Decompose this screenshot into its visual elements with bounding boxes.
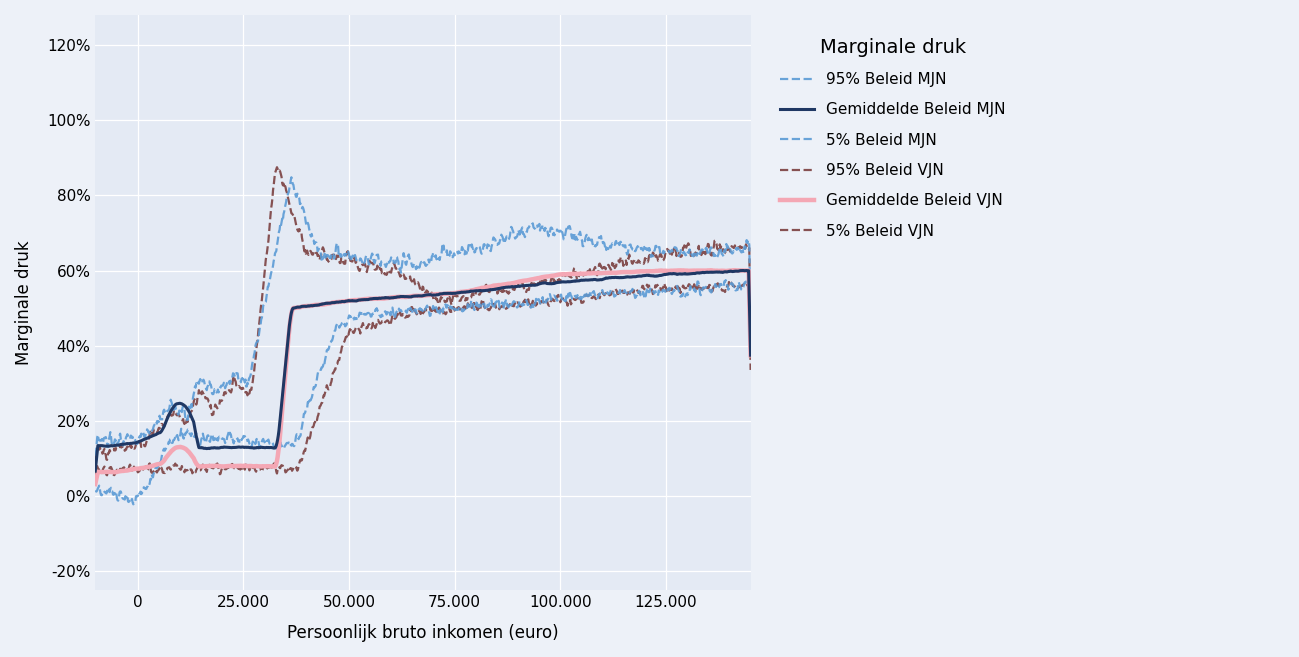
Gemiddelde Beleid MJN bbox=[735, 267, 751, 275]
5% Beleid MJN bbox=[377, 309, 392, 317]
5% Beleid MJN bbox=[538, 296, 553, 304]
95% Beleid VJN bbox=[269, 163, 284, 171]
Gemiddelde Beleid VJN bbox=[352, 296, 368, 304]
Gemiddelde Beleid MJN bbox=[377, 294, 392, 302]
5% Beleid VJN bbox=[611, 290, 626, 298]
5% Beleid VJN bbox=[599, 290, 614, 298]
5% Beleid MJN bbox=[599, 288, 614, 296]
Gemiddelde Beleid MJN bbox=[599, 274, 614, 282]
5% Beleid MJN bbox=[155, 448, 170, 456]
5% Beleid VJN bbox=[538, 296, 553, 304]
95% Beleid VJN bbox=[353, 261, 369, 269]
Gemiddelde Beleid VJN bbox=[155, 459, 170, 466]
5% Beleid MJN bbox=[126, 501, 142, 509]
Gemiddelde Beleid MJN bbox=[743, 351, 759, 359]
Line: 95% Beleid VJN: 95% Beleid VJN bbox=[95, 167, 751, 470]
95% Beleid VJN bbox=[611, 256, 626, 264]
Gemiddelde Beleid VJN bbox=[743, 351, 759, 359]
5% Beleid MJN bbox=[87, 488, 103, 496]
5% Beleid VJN bbox=[155, 466, 170, 474]
Gemiddelde Beleid VJN bbox=[599, 269, 614, 277]
95% Beleid MJN bbox=[155, 415, 170, 423]
Y-axis label: Marginale druk: Marginale druk bbox=[16, 240, 32, 365]
Gemiddelde Beleid MJN bbox=[352, 296, 368, 304]
5% Beleid MJN bbox=[611, 288, 626, 296]
5% Beleid MJN bbox=[743, 352, 759, 360]
Gemiddelde Beleid VJN bbox=[726, 266, 742, 274]
95% Beleid MJN bbox=[599, 244, 614, 252]
5% Beleid VJN bbox=[722, 277, 738, 285]
Gemiddelde Beleid MJN bbox=[611, 274, 626, 282]
95% Beleid MJN bbox=[283, 173, 299, 181]
5% Beleid MJN bbox=[718, 276, 734, 284]
5% Beleid VJN bbox=[743, 366, 759, 374]
Legend: 95% Beleid MJN, Gemiddelde Beleid MJN, 5% Beleid MJN, 95% Beleid VJN, Gemiddelde: 95% Beleid MJN, Gemiddelde Beleid MJN, 5… bbox=[765, 22, 1021, 254]
Gemiddelde Beleid VJN bbox=[87, 480, 103, 488]
Gemiddelde Beleid VJN bbox=[611, 269, 626, 277]
Line: Gemiddelde Beleid VJN: Gemiddelde Beleid VJN bbox=[95, 270, 751, 484]
95% Beleid VJN bbox=[743, 344, 759, 352]
95% Beleid MJN bbox=[743, 325, 759, 333]
95% Beleid MJN bbox=[538, 225, 553, 233]
Gemiddelde Beleid VJN bbox=[538, 273, 553, 281]
Line: Gemiddelde Beleid MJN: Gemiddelde Beleid MJN bbox=[95, 271, 751, 471]
95% Beleid MJN bbox=[87, 464, 103, 472]
Gemiddelde Beleid MJN bbox=[155, 426, 170, 434]
5% Beleid MJN bbox=[353, 310, 369, 318]
Line: 95% Beleid MJN: 95% Beleid MJN bbox=[95, 177, 751, 468]
Gemiddelde Beleid VJN bbox=[377, 294, 392, 302]
95% Beleid VJN bbox=[377, 269, 392, 277]
95% Beleid MJN bbox=[377, 260, 392, 268]
Line: 5% Beleid VJN: 5% Beleid VJN bbox=[95, 281, 751, 479]
Line: 5% Beleid MJN: 5% Beleid MJN bbox=[95, 280, 751, 505]
95% Beleid VJN bbox=[538, 276, 553, 284]
5% Beleid VJN bbox=[377, 318, 392, 326]
5% Beleid VJN bbox=[87, 475, 103, 483]
95% Beleid VJN bbox=[599, 265, 614, 273]
95% Beleid MJN bbox=[611, 239, 626, 247]
95% Beleid VJN bbox=[155, 420, 170, 428]
95% Beleid MJN bbox=[353, 255, 369, 263]
95% Beleid VJN bbox=[87, 466, 103, 474]
X-axis label: Persoonlijk bruto inkomen (euro): Persoonlijk bruto inkomen (euro) bbox=[287, 624, 559, 642]
5% Beleid VJN bbox=[352, 330, 368, 338]
Gemiddelde Beleid MJN bbox=[538, 279, 553, 287]
Gemiddelde Beleid MJN bbox=[87, 467, 103, 475]
